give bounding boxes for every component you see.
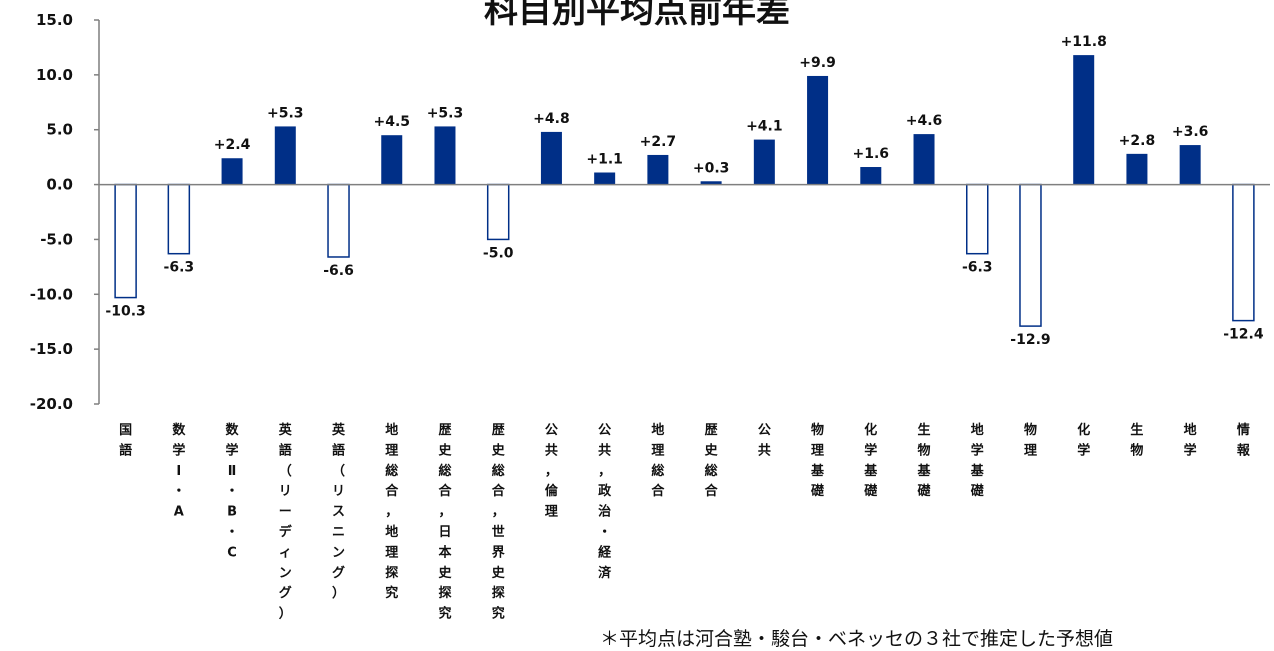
footnote: ＊平均点は河合塾・駿台・ベネッセの３社で推定した予想値 bbox=[600, 628, 1114, 650]
category-label: 英語（リスニング） bbox=[331, 422, 346, 601]
category-label: 情報 bbox=[1237, 422, 1251, 458]
bar-negative bbox=[327, 183, 350, 258]
data-label: -6.3 bbox=[962, 260, 993, 276]
category-label: 歴史総合，世界史探究 bbox=[492, 423, 506, 622]
y-tick-label: -10.0 bbox=[30, 285, 73, 303]
y-tick-label: 10.0 bbox=[36, 66, 73, 84]
data-label: +1.6 bbox=[853, 146, 890, 162]
data-label: -12.9 bbox=[1010, 332, 1050, 348]
data-label: +4.6 bbox=[906, 113, 943, 129]
category-label: 公共 bbox=[758, 423, 771, 458]
data-label: +2.8 bbox=[1119, 133, 1156, 149]
y-tick-label: -5.0 bbox=[40, 230, 73, 248]
bar-positive bbox=[860, 167, 882, 185]
data-label: +11.8 bbox=[1061, 34, 1107, 50]
data-label: -6.6 bbox=[323, 263, 354, 279]
bar-positive bbox=[700, 181, 722, 185]
bar-positive bbox=[540, 131, 562, 185]
y-tick-label: 0.0 bbox=[46, 176, 73, 194]
category-label: 物理 bbox=[1024, 422, 1037, 458]
bar-positive bbox=[647, 154, 669, 185]
bar-positive bbox=[594, 172, 616, 185]
bar-negative bbox=[1019, 183, 1042, 327]
category-label: 物理基礎 bbox=[810, 422, 825, 499]
category-label: 地理総合，地理探究 bbox=[385, 422, 399, 601]
category-label: 数学 Ⅱ ・ B ・ C bbox=[226, 422, 240, 560]
bar-positive bbox=[434, 126, 456, 185]
y-tick-label: 15.0 bbox=[36, 11, 73, 29]
bar-positive bbox=[1179, 145, 1201, 185]
data-label: +2.7 bbox=[640, 134, 677, 150]
category-label: 国語 bbox=[119, 423, 132, 458]
category-label: 化学 bbox=[1077, 422, 1090, 458]
bar-positive bbox=[807, 75, 829, 185]
chart-title: 科目別平均点前年差 bbox=[484, 0, 790, 31]
category-label: 地学 bbox=[1184, 422, 1197, 458]
data-label: -6.3 bbox=[164, 260, 195, 276]
bar-positive bbox=[753, 139, 775, 185]
y-tick-label: -20.0 bbox=[30, 395, 73, 413]
category-label: 公共，倫理 bbox=[545, 423, 559, 520]
category-label: 歴史総合，日本史探究 bbox=[438, 423, 452, 622]
bar-negative bbox=[1232, 183, 1255, 322]
category-label: 歴史総合 bbox=[705, 423, 719, 499]
category-label: 英語（リーディング） bbox=[278, 422, 293, 622]
bar-negative bbox=[167, 183, 191, 255]
data-label: -10.3 bbox=[105, 304, 145, 320]
bar-negative bbox=[966, 183, 989, 255]
data-label: +5.3 bbox=[427, 105, 464, 121]
bar-positive bbox=[1126, 153, 1148, 185]
data-label: +1.1 bbox=[586, 152, 623, 168]
bar-positive bbox=[221, 158, 243, 185]
bar-positive bbox=[913, 134, 935, 185]
data-label: +2.4 bbox=[214, 137, 251, 153]
category-label: 数学 Ⅰ ・ A bbox=[172, 422, 186, 520]
y-tick-label: -15.0 bbox=[30, 340, 73, 358]
bar-positive bbox=[274, 126, 296, 185]
category-label: 生物基礎 bbox=[917, 422, 932, 499]
data-label: -12.4 bbox=[1223, 327, 1264, 343]
data-label: +3.6 bbox=[1172, 124, 1209, 140]
data-label: +0.3 bbox=[693, 160, 730, 176]
data-label: +4.5 bbox=[373, 114, 410, 130]
data-label: -5.0 bbox=[483, 245, 514, 261]
bar-negative bbox=[114, 183, 137, 299]
category-label: 公共，政治・経済 bbox=[598, 423, 612, 581]
data-label: +4.8 bbox=[533, 111, 570, 127]
data-label: +4.1 bbox=[746, 119, 783, 135]
category-label: 生物 bbox=[1130, 422, 1143, 458]
data-label: +5.3 bbox=[267, 105, 304, 121]
y-tick-label: 5.0 bbox=[46, 121, 73, 139]
bar-negative bbox=[486, 183, 510, 241]
data-label: +9.9 bbox=[799, 55, 836, 71]
bar-positive bbox=[1073, 55, 1095, 185]
category-label: 地学基礎 bbox=[970, 422, 985, 499]
category-label: 化学基礎 bbox=[863, 422, 878, 499]
bar-positive bbox=[381, 135, 403, 185]
category-label: 地理総合 bbox=[651, 422, 665, 499]
